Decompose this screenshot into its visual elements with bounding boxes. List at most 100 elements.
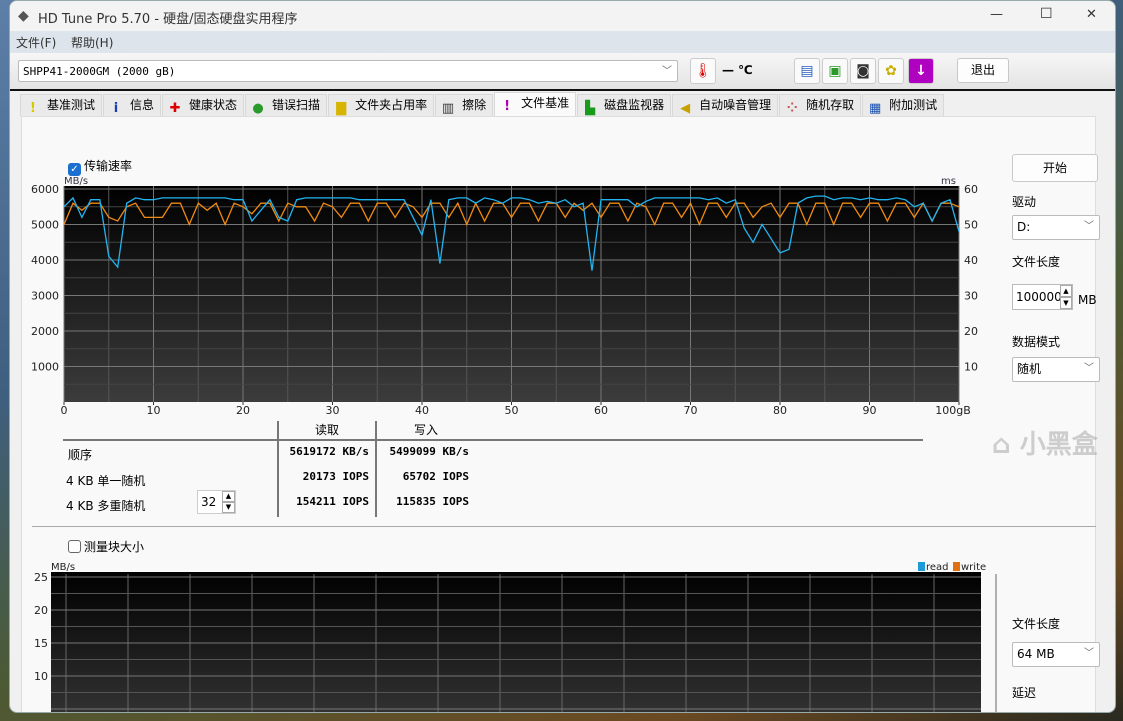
y-tick-label: 1000 xyxy=(31,361,59,374)
read-header: 读取 xyxy=(315,423,340,437)
block-size-label: 测量块大小 xyxy=(84,540,145,554)
block-size-checkbox[interactable]: 测量块大小 xyxy=(68,538,144,555)
transfer-rate-checkbox[interactable]: ✓ 传输速率 xyxy=(68,157,132,176)
write-series-line xyxy=(63,201,960,227)
app-window: ◆ HD Tune Pro 5.70 - 硬盘/固态硬盘实用程序 — ☐ ✕ 文… xyxy=(9,0,1116,713)
y2-tick-label: 10 xyxy=(964,361,978,374)
tab-health-cross[interactable]: ✚ 健康状态 xyxy=(162,94,245,116)
tab-label: 附加测试 xyxy=(889,98,938,112)
write-header: 写入 xyxy=(414,423,439,437)
y2-tick-label: 50 xyxy=(964,219,978,232)
options-icon[interactable]: ✿ xyxy=(878,58,904,84)
magnifier-icon: ● xyxy=(252,101,264,116)
checkbox-unchecked-icon xyxy=(68,540,81,553)
drive-select[interactable]: SHPP41-2000GM (2000 gB) ﹀ xyxy=(18,60,678,82)
tab-file-benchmark[interactable]: ! 文件基准 xyxy=(494,92,577,116)
health-cross-icon: ✚ xyxy=(169,101,181,116)
menu-file[interactable]: 文件(F) xyxy=(16,36,57,50)
tab-label: 擦除 xyxy=(462,98,487,112)
file-benchmark-panel: ✓ 传输速率 MB/s ms 1000 2000 3000 4000 5000 6000 10 20… xyxy=(21,116,1100,712)
info-icon: i xyxy=(113,101,119,116)
y-tick-label: 5000 xyxy=(31,219,59,232)
random-access-icon: ⁘ xyxy=(786,101,798,116)
tab-speaker[interactable]: ◀ 自动噪音管理 xyxy=(672,94,779,116)
4k-single-write: 65702 IOPS xyxy=(402,470,469,483)
copy-text-icon[interactable]: ▤ xyxy=(794,58,820,84)
sequential-write: 5499099 KB/s xyxy=(389,445,469,458)
chevron-down-icon: ﹀ xyxy=(662,66,672,77)
transfer-rate-chart: MB/s ms 1000 2000 3000 4000 5000 6000 10 20 30 40 50… xyxy=(31,176,978,417)
menu-bar: 文件(F) 帮助(H) xyxy=(10,31,1115,53)
4k-multi-label: 4 KB 多重随机 xyxy=(66,499,146,513)
save-arrow-icon[interactable]: ↓ xyxy=(908,58,934,84)
block-file-length-select[interactable]: 64 MB ﹀ xyxy=(1012,642,1100,667)
tab-label: 磁盘监视器 xyxy=(604,98,665,112)
tab-folder[interactable]: ▇ 文件夹占用率 xyxy=(328,94,435,116)
tab-extra-tests[interactable]: ▦ 附加测试 xyxy=(862,94,945,116)
stepper-down-icon[interactable]: ▼ xyxy=(1060,297,1072,309)
sequential-label: 顺序 xyxy=(68,448,93,462)
y2-tick-label: 60 xyxy=(964,183,978,196)
tab-label: 信息 xyxy=(130,98,155,112)
tab-random-access[interactable]: ⁘ 随机存取 xyxy=(779,94,862,116)
x-tick-label: 10 xyxy=(147,404,161,417)
tab-trash[interactable]: ▥ 擦除 xyxy=(435,94,494,116)
stepper-up-icon[interactable]: ▲ xyxy=(222,491,235,502)
tab-label: 文件基准 xyxy=(521,96,570,110)
y-tick-label: 3000 xyxy=(31,290,59,303)
title-bar: ◆ HD Tune Pro 5.70 - 硬盘/固态硬盘实用程序 — ☐ ✕ xyxy=(10,1,1115,31)
camera-icon[interactable]: ◙ xyxy=(850,58,876,84)
stepper-down-icon[interactable]: ▼ xyxy=(222,502,235,513)
tab-disk-monitor[interactable]: ▙ 磁盘监视器 xyxy=(577,94,672,116)
block-size-chart: MB/s 10 15 20 25 read write xyxy=(34,562,997,712)
drive-select-value: SHPP41-2000GM (2000 gB) xyxy=(23,65,176,78)
trash-icon: ▥ xyxy=(441,101,455,116)
y-axis-unit: MB/s xyxy=(64,176,88,187)
chevron-down-icon: ﹀ xyxy=(1084,221,1094,232)
drive-letter-value: D: xyxy=(1017,220,1031,234)
tab-benchmark[interactable]: ! 基准测试 xyxy=(20,94,103,116)
y-tick-label: 10 xyxy=(34,670,48,683)
x-tick-label: 100gB xyxy=(935,404,971,417)
close-button[interactable]: ✕ xyxy=(1086,7,1097,22)
file-length-2-label: 文件长度 xyxy=(1012,617,1061,631)
speaker-icon: ◀ xyxy=(680,101,691,116)
file-length-value: 100000 xyxy=(1016,290,1062,304)
folder-icon: ▇ xyxy=(336,101,347,116)
chevron-down-icon: ﹀ xyxy=(1084,648,1094,659)
queue-depth-stepper[interactable]: 32 ▲ ▼ xyxy=(197,490,236,514)
table-divider xyxy=(375,421,377,517)
y2-tick-label: 20 xyxy=(964,325,978,338)
legend-label-write: write xyxy=(961,562,986,573)
toolbar: SHPP41-2000GM (2000 gB) ﹀ 🌡 — ℃ ▤ ▣ ◙ ✿ ↓… xyxy=(10,53,1115,91)
drive-letter-select[interactable]: D: ﹀ xyxy=(1012,215,1100,240)
4k-multi-read: 154211 IOPS xyxy=(296,495,369,508)
section-separator xyxy=(32,526,1096,527)
tab-magnifier[interactable]: ● 错误扫描 xyxy=(245,94,328,116)
file-benchmark-icon: ! xyxy=(504,99,511,114)
watermark-house-icon: ⌂ xyxy=(992,430,1011,460)
temperature-readout: — ℃ xyxy=(722,63,753,77)
y-tick-label: 6000 xyxy=(31,183,59,196)
y-tick-label: 25 xyxy=(34,571,48,584)
sequential-read: 5619172 KB/s xyxy=(289,445,369,458)
start-button[interactable]: 开始 xyxy=(1012,154,1098,182)
y2-tick-label: 40 xyxy=(964,254,978,267)
checkbox-checked-icon: ✓ xyxy=(68,163,81,176)
file-length-stepper[interactable]: 100000 ▲ ▼ xyxy=(1012,284,1073,310)
maximize-button[interactable]: ☐ xyxy=(1040,6,1053,22)
copy-image-icon[interactable]: ▣ xyxy=(822,58,848,84)
watermark-text: 小黑盒 xyxy=(1019,430,1098,460)
file-length-label: 文件长度 xyxy=(1012,255,1061,269)
tab-info[interactable]: i 信息 xyxy=(103,94,162,116)
minimize-button[interactable]: — xyxy=(990,7,1003,22)
data-mode-select[interactable]: 随机 ﹀ xyxy=(1012,357,1100,382)
stepper-up-icon[interactable]: ▲ xyxy=(1060,285,1072,297)
thermometer-icon[interactable]: 🌡 xyxy=(690,58,716,84)
tab-label: 文件夹占用率 xyxy=(355,98,428,112)
menu-help[interactable]: 帮助(H) xyxy=(71,36,114,50)
data-mode-value: 随机 xyxy=(1017,362,1042,376)
queue-depth-value: 32 xyxy=(201,495,217,509)
tab-label: 随机存取 xyxy=(806,98,855,112)
exit-button[interactable]: 退出 xyxy=(957,58,1009,83)
